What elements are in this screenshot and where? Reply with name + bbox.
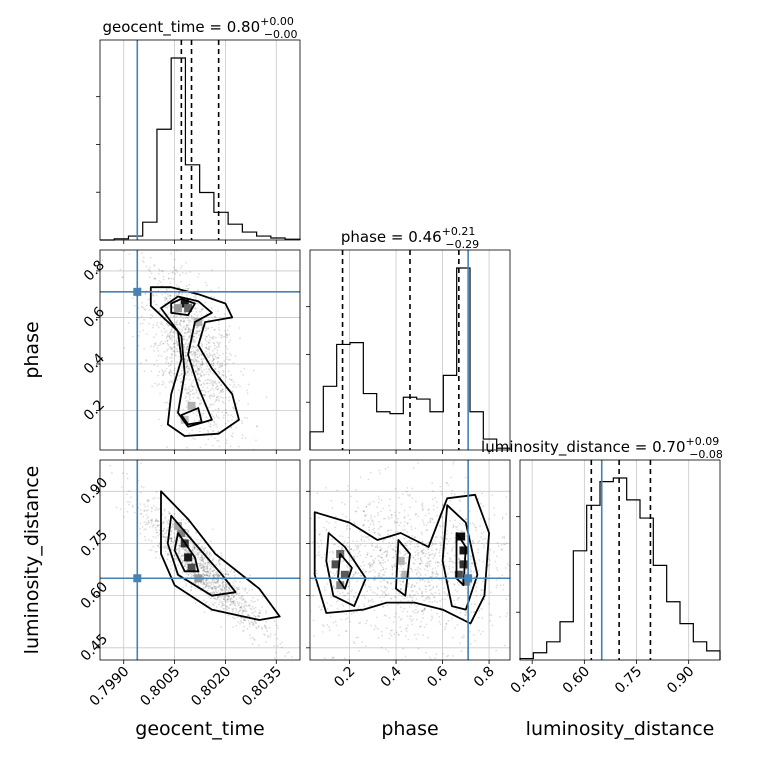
truth-marker — [133, 287, 142, 296]
truth-marker — [464, 574, 473, 583]
contour-line — [160, 490, 281, 621]
contour-line — [166, 514, 237, 597]
density-cell — [331, 560, 340, 569]
x-axis-label-phase: phase — [381, 718, 438, 740]
y-axis-label-luminosity_distance: luminosity_distance — [21, 466, 43, 655]
density-cell — [173, 304, 182, 313]
x-tick-label: 0.90 — [664, 664, 697, 697]
x-tick-label: 0.8 — [471, 664, 498, 691]
panel-frame — [309, 459, 511, 661]
density-cell — [459, 546, 468, 555]
x-tick-label: 0.8035 — [239, 664, 285, 710]
density-cell — [459, 560, 468, 569]
x-tick-label: 0.4 — [378, 663, 405, 690]
x-tick-label: 0.2 — [331, 664, 358, 691]
contour-line — [395, 539, 411, 597]
density-cell — [340, 570, 349, 579]
x-tick-label: 0.60 — [560, 664, 593, 697]
y-axis-label-phase: phase — [21, 321, 43, 378]
contour-line — [325, 532, 367, 607]
x-axis-label-luminosity_distance: luminosity_distance — [526, 718, 715, 740]
panel-title-luminosity_distance: luminosity_distance = 0.70+0.09 −0.08 — [481, 435, 723, 461]
contour-line — [180, 407, 203, 426]
panel-frame — [309, 249, 511, 451]
y-tick-label: 0.6 — [81, 304, 108, 331]
density-cell — [180, 299, 189, 308]
histogram-luminosity_distance: 0.45 0.60 0.75 0.90 luminosity_distance = 0.… — [481, 435, 723, 697]
panel-title-geocent_time: geocent_time = 0.80+0.00 −0.00 — [102, 15, 297, 41]
contour-line — [337, 553, 353, 590]
y-tick-label: 0.4 — [81, 350, 108, 377]
histogram-step-line — [519, 477, 721, 660]
x-axis-label-geocent_time: geocent_time — [135, 718, 264, 740]
density-cell — [194, 318, 203, 327]
contour-line — [173, 532, 200, 573]
panel-frame — [99, 459, 301, 661]
panel-frame — [99, 249, 301, 451]
density-cell — [457, 532, 466, 541]
x-tick-label: 0.45 — [508, 664, 541, 697]
density-cell — [187, 401, 196, 410]
panel-frame — [99, 39, 301, 241]
contour-line — [455, 532, 467, 587]
contour-line — [170, 297, 196, 316]
density-cell — [396, 556, 405, 565]
density-cell — [184, 553, 193, 562]
y-tick-label: 0.8 — [81, 257, 108, 284]
scatter-panel-phase_vs_geocent_time: 0.2 0.4 0.6 0.8 — [81, 249, 301, 454]
density-cell — [187, 563, 196, 572]
contour-line — [160, 295, 213, 428]
truth-marker — [133, 574, 142, 583]
x-tick-label: 0.8020 — [188, 664, 234, 710]
x-tick-label: 0.6 — [424, 663, 451, 690]
density-cell — [184, 304, 193, 313]
histogram-step-line — [100, 57, 301, 241]
scatter-panel-luminosity_distance_vs_phase: 0.2 0.4 0.6 0.8 — [306, 459, 511, 691]
contour-line — [313, 493, 490, 625]
panel-frame — [519, 459, 721, 661]
contour-line — [149, 286, 240, 437]
y-tick-label: 0.2 — [81, 397, 108, 424]
panel-title-phase: phase = 0.46+0.21 −0.29 — [341, 225, 479, 251]
histogram-geocent_time: geocent_time = 0.80+0.00 −0.00 — [96, 15, 301, 244]
density-cell — [336, 581, 345, 590]
density-cell — [177, 529, 186, 538]
histogram-phase: phase = 0.46+0.21 −0.29 — [306, 225, 511, 454]
density-cell — [173, 522, 182, 531]
contour-line — [441, 504, 479, 611]
x-tick-label: 0.75 — [612, 664, 645, 697]
density-cell — [454, 570, 463, 579]
x-tick-label: 0.7990 — [87, 664, 133, 710]
density-cell — [401, 570, 410, 579]
x-tick-label: 0.8005 — [137, 664, 183, 710]
